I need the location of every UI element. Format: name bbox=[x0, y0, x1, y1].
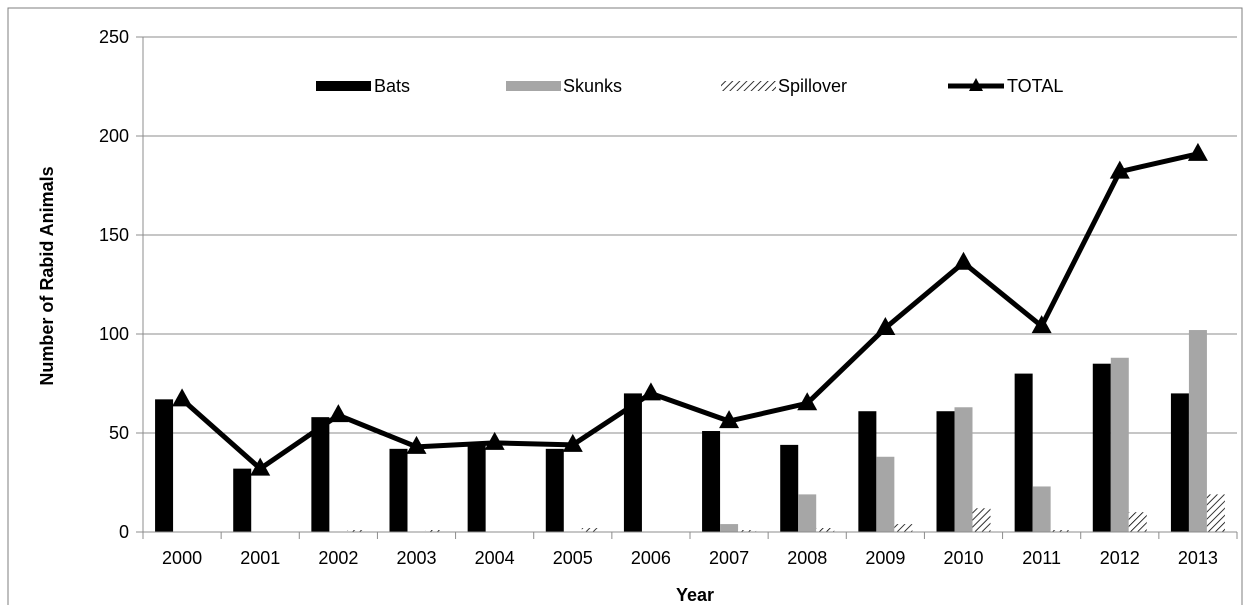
bar-spillover bbox=[425, 530, 444, 532]
x-tick-label: 2003 bbox=[396, 548, 436, 568]
legend-swatch-skunks bbox=[506, 81, 561, 91]
y-tick-label: 0 bbox=[119, 522, 129, 542]
bar-bats bbox=[1170, 393, 1189, 532]
marker-total bbox=[172, 388, 193, 407]
bar-skunks bbox=[798, 494, 817, 532]
bar-bats bbox=[1092, 363, 1111, 532]
bar-bats bbox=[858, 411, 877, 532]
y-tick-label: 200 bbox=[99, 126, 129, 146]
total-line-layer bbox=[172, 142, 1208, 476]
x-tick-label: 2013 bbox=[1178, 548, 1218, 568]
bar-bats bbox=[311, 417, 330, 532]
marker-total bbox=[875, 317, 896, 336]
bar-spillover bbox=[347, 530, 366, 532]
marker-total bbox=[640, 382, 661, 401]
marker-total bbox=[328, 404, 349, 423]
marker-total bbox=[1109, 160, 1130, 179]
bar-bats bbox=[545, 448, 564, 532]
bar-bats bbox=[936, 411, 955, 532]
bar-spillover bbox=[816, 528, 835, 532]
gridlines bbox=[143, 36, 1237, 434]
x-tick-label: 2006 bbox=[631, 548, 671, 568]
bar-spillover bbox=[1128, 512, 1147, 532]
marker-total bbox=[406, 435, 427, 454]
x-tick-label: 2005 bbox=[553, 548, 593, 568]
legend-label-skunks: Skunks bbox=[563, 76, 622, 96]
marker-total bbox=[797, 392, 818, 411]
y-axis-title: Number of Rabid Animals bbox=[37, 166, 57, 385]
y-tick-label: 50 bbox=[109, 423, 129, 443]
x-tick-label: 2008 bbox=[787, 548, 827, 568]
marker-total bbox=[1187, 142, 1208, 161]
x-tick-label: 2012 bbox=[1100, 548, 1140, 568]
legend-label-spillover: Spillover bbox=[778, 76, 847, 96]
bar-skunks bbox=[1032, 486, 1051, 532]
axes-layer: 0 50 100 150 200 250 2000 2001 2002 2003 2004 2005 2… bbox=[99, 27, 1238, 568]
legend-label-bats: Bats bbox=[374, 76, 410, 96]
chart-border bbox=[7, 7, 1243, 605]
x-tick-label: 2002 bbox=[318, 548, 358, 568]
x-tick-label: 2011 bbox=[1022, 548, 1061, 568]
marker-total bbox=[719, 410, 740, 429]
x-tick-label: 2009 bbox=[865, 548, 905, 568]
x-tick-label: 2000 bbox=[162, 548, 202, 568]
y-tick-label: 100 bbox=[99, 324, 129, 344]
marker-total bbox=[484, 431, 505, 450]
legend-swatch-bats bbox=[316, 81, 371, 91]
x-tick-label: 2007 bbox=[709, 548, 749, 568]
legend-swatch-spillover bbox=[721, 81, 776, 91]
bar-bats bbox=[623, 393, 642, 532]
bar-spillover bbox=[581, 528, 600, 532]
x-axis-title: Year bbox=[676, 585, 714, 605]
bar-bats bbox=[467, 442, 486, 532]
bar-skunks bbox=[720, 524, 739, 532]
bar-spillover bbox=[894, 524, 913, 532]
bar-skunks bbox=[1188, 330, 1207, 532]
bar-spillover bbox=[738, 530, 757, 532]
marker-total bbox=[1031, 315, 1052, 334]
bar-spillover bbox=[1050, 530, 1069, 532]
series-line-total bbox=[180, 151, 1199, 472]
y-tick-label: 150 bbox=[99, 225, 129, 245]
bar-bats bbox=[1014, 373, 1033, 532]
bar-skunks bbox=[1110, 357, 1129, 532]
legend-label-total: TOTAL bbox=[1007, 76, 1063, 96]
bar-bats bbox=[155, 399, 174, 532]
bar-spillover bbox=[1206, 494, 1225, 532]
marker-total bbox=[562, 433, 583, 452]
legend: Bats Skunks Spillover TOTAL bbox=[316, 76, 1063, 96]
bar-skunks bbox=[954, 407, 973, 532]
bar-bats bbox=[233, 468, 252, 532]
bars-layer bbox=[155, 330, 1225, 532]
y-tick-label: 250 bbox=[99, 27, 129, 47]
bar-bats bbox=[780, 444, 799, 532]
x-tick-label: 2010 bbox=[943, 548, 983, 568]
x-tick-label: 2001 bbox=[240, 548, 280, 568]
bar-bats bbox=[389, 448, 408, 532]
bar-spillover bbox=[972, 508, 991, 532]
legend-marker-total bbox=[969, 78, 983, 91]
marker-total bbox=[250, 457, 271, 476]
bar-bats bbox=[702, 431, 721, 532]
marker-total bbox=[953, 251, 974, 270]
x-tick-label: 2004 bbox=[475, 548, 515, 568]
bar-skunks bbox=[876, 456, 895, 532]
